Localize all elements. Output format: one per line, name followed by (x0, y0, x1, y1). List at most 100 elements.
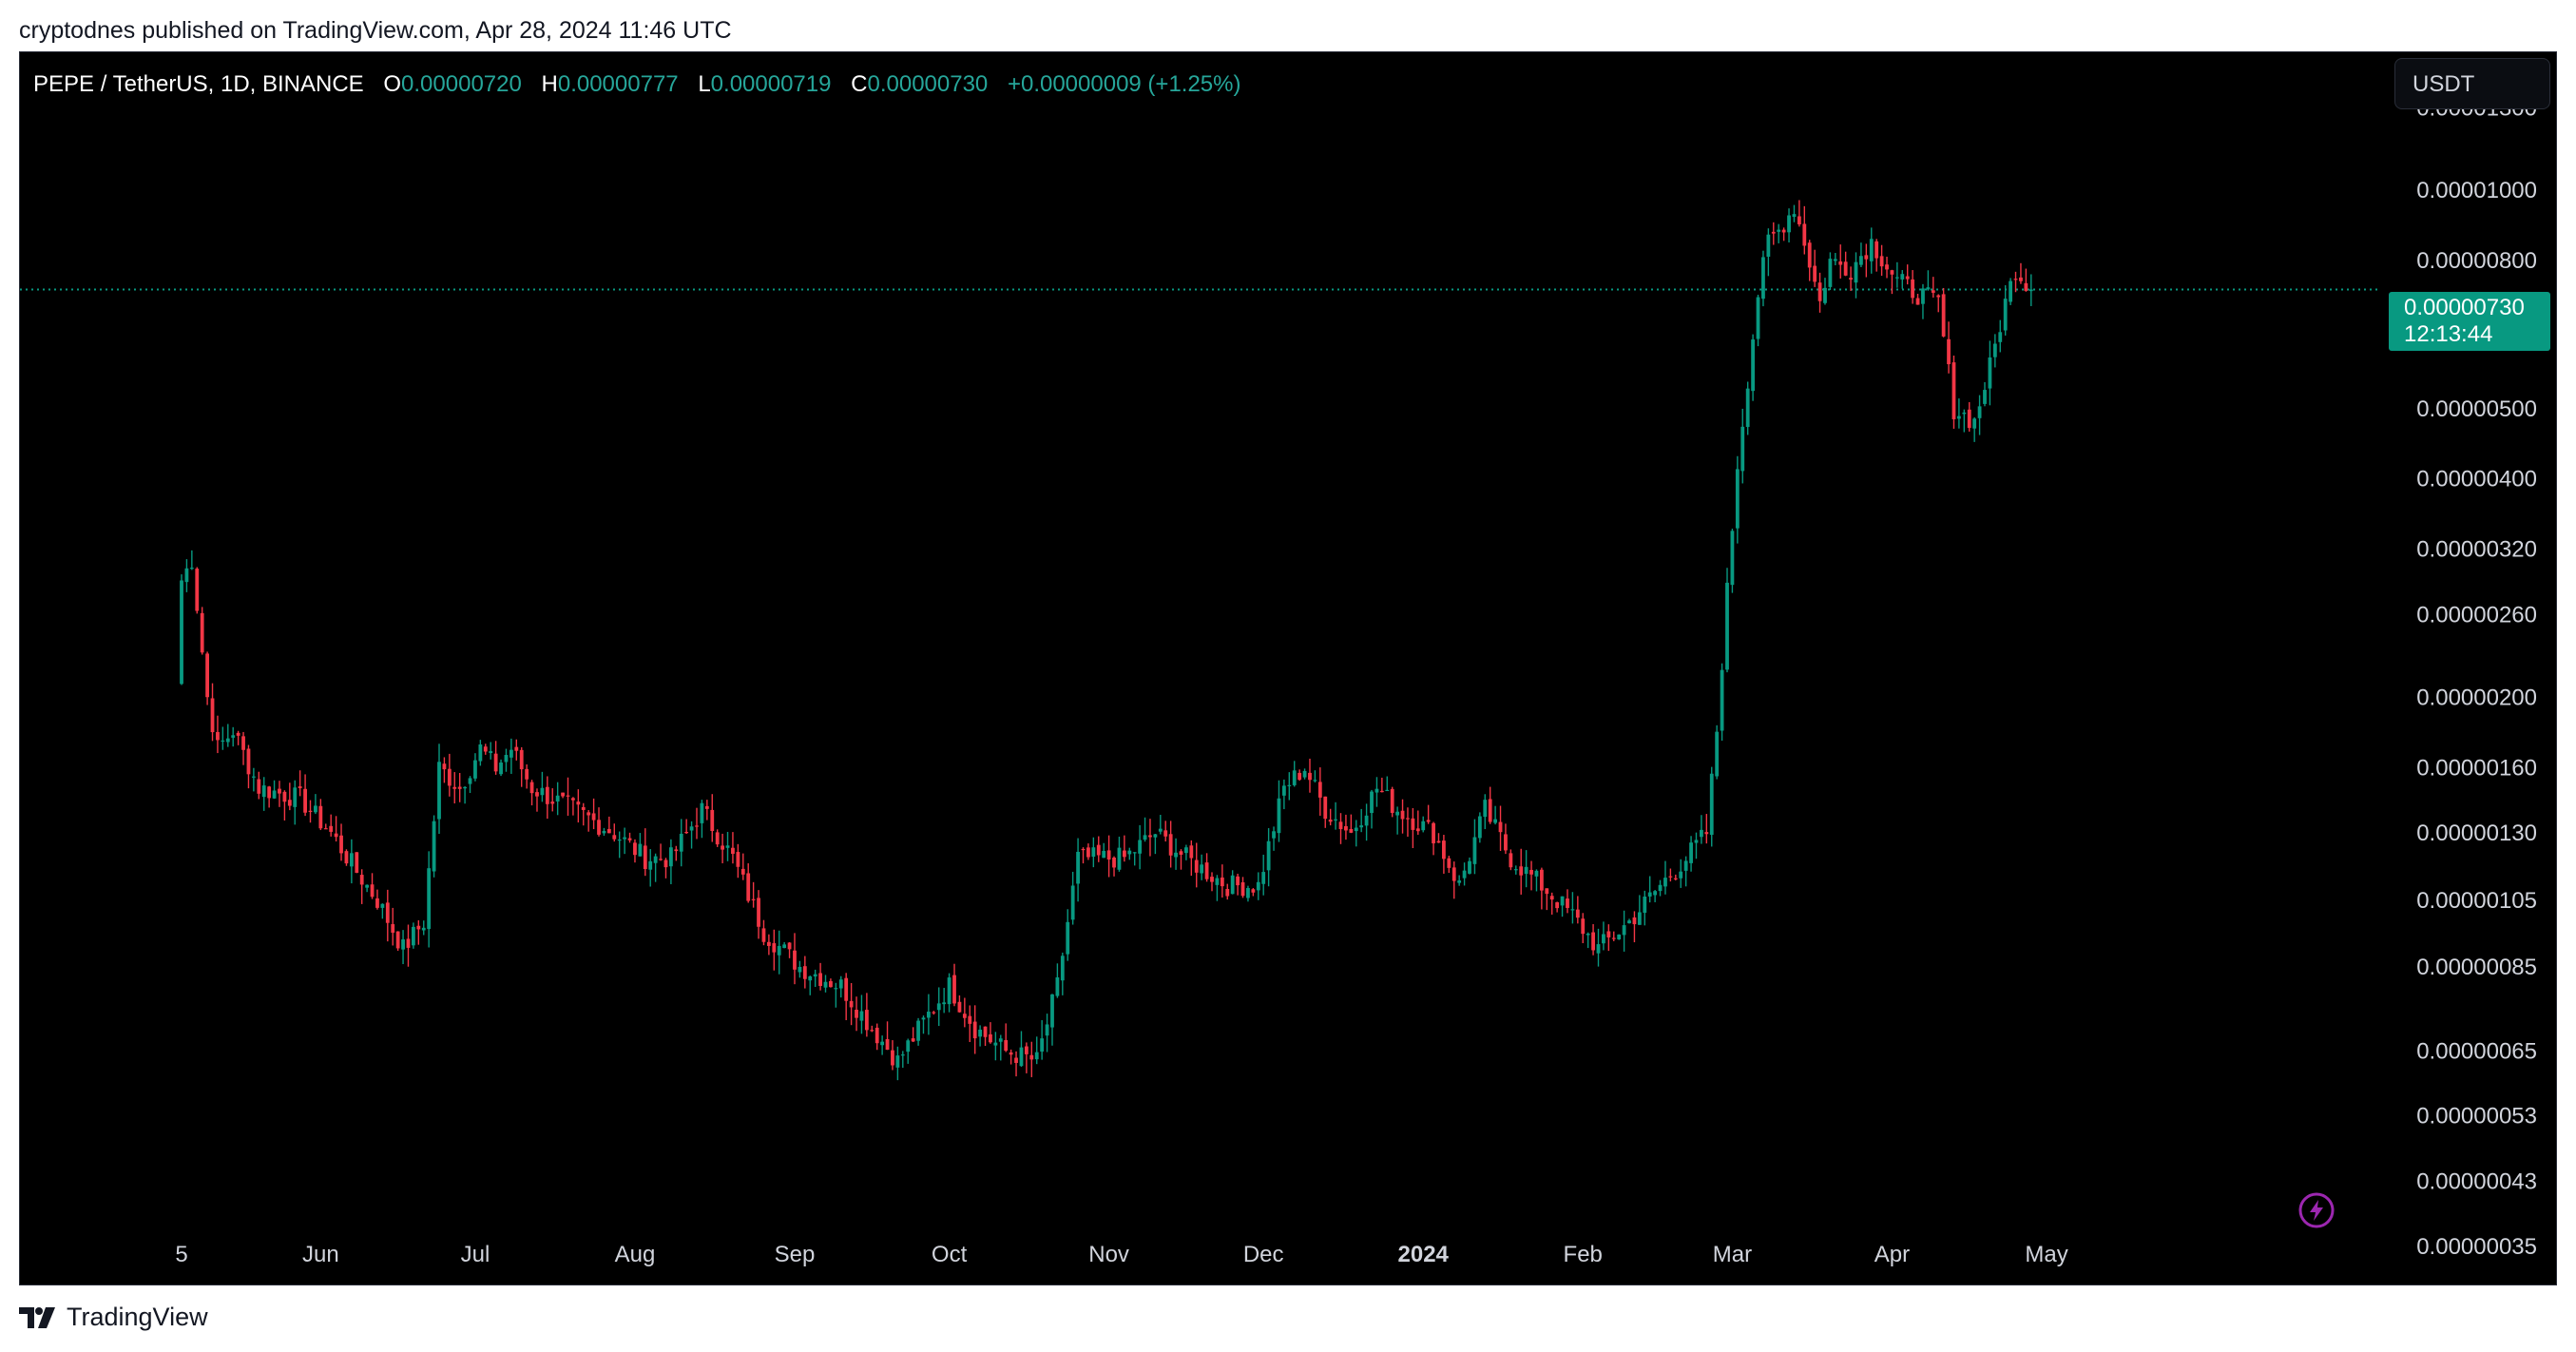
candle-body (1298, 772, 1302, 781)
candle-body (1591, 932, 1595, 951)
candle-body (1869, 239, 1874, 261)
candle-body (1122, 850, 1126, 858)
candle-body (746, 873, 751, 901)
candle-body (1112, 858, 1116, 868)
candle-body (442, 763, 447, 770)
candle-body (1813, 265, 1817, 282)
low-label: L (698, 71, 711, 97)
candle-body (736, 852, 740, 867)
candle-body (1493, 819, 1497, 823)
candle-body (1102, 850, 1106, 859)
candle-body (1400, 810, 1405, 820)
y-tick-label: 0.00000400 (2416, 467, 2537, 493)
candle-body (355, 852, 359, 873)
candle-body (1694, 840, 1699, 843)
candle-body (1900, 274, 1905, 280)
candle-body (1709, 773, 1714, 835)
candle-body (710, 809, 715, 832)
candlestick-chart[interactable]: 0.000013000.000010000.000008000.00000500… (20, 52, 2556, 1284)
candle-body (586, 812, 591, 816)
candle-body (1545, 888, 1549, 895)
candle-body (782, 944, 787, 949)
candle-body (1029, 1054, 1034, 1060)
candle-body (545, 786, 549, 804)
candle-body (339, 835, 343, 854)
candle-body (942, 1002, 947, 1005)
candle-body (231, 735, 236, 738)
candle-body (1132, 852, 1137, 854)
x-tick-label: Oct (932, 1242, 968, 1267)
candle-body (1854, 261, 1858, 283)
candle-body (365, 884, 370, 888)
candle-body (1823, 287, 1827, 303)
y-tick-label: 0.00000160 (2416, 755, 2537, 781)
chart-frame[interactable]: 0.000013000.000010000.000008000.00000500… (19, 51, 2557, 1285)
candle-body (704, 805, 709, 809)
candle-body (798, 966, 802, 973)
candle-body (1338, 821, 1343, 830)
candle-body (529, 782, 534, 794)
candle-body (1189, 845, 1194, 859)
currency-unit-button[interactable]: USDT (2394, 58, 2550, 109)
close-label: C (851, 71, 868, 97)
candle-body (962, 1014, 967, 1018)
candle-body (1127, 850, 1132, 855)
candle-body (1086, 847, 1090, 858)
candle-body (1302, 770, 1307, 778)
candle-body (838, 979, 843, 989)
candle-body (829, 980, 833, 988)
candle-body (1354, 827, 1358, 832)
candle-body (278, 788, 281, 794)
candle-body (1555, 902, 1560, 909)
candle-body (1807, 242, 1812, 268)
lightning-icon[interactable] (2297, 1191, 2336, 1229)
candle-body (1194, 859, 1199, 873)
candle-body (416, 925, 421, 930)
x-tick-label: Apr (1874, 1242, 1910, 1267)
candle-body (1344, 825, 1348, 831)
candle-body (1575, 909, 1580, 918)
candle-body (1447, 858, 1451, 868)
candle-body (1375, 788, 1379, 793)
candle-body (813, 974, 817, 977)
candle-body (457, 786, 462, 789)
candle-body (1756, 297, 1760, 339)
candle-body (1200, 864, 1204, 874)
candle-body (1240, 881, 1245, 897)
candle-body (612, 835, 617, 840)
candle-body (1581, 918, 1586, 935)
y-tick-label: 0.00000065 (2416, 1039, 2537, 1065)
x-tick-label: Nov (1088, 1242, 1129, 1267)
candle-body (1313, 780, 1317, 782)
candle-body (1220, 877, 1224, 887)
candle-body (1905, 276, 1910, 280)
candle-body (891, 1050, 894, 1066)
candle-body (535, 792, 539, 797)
candle-body (1411, 818, 1415, 830)
candle-body (267, 786, 272, 799)
candle-body (947, 977, 952, 1005)
candle-body (1066, 921, 1070, 955)
candle-body (540, 787, 545, 796)
candle-body (684, 831, 689, 834)
candle-body (1992, 343, 1997, 357)
candle-body (257, 779, 261, 794)
candle-body (1277, 798, 1281, 834)
candle-body (1272, 831, 1276, 839)
candle-body (1261, 872, 1266, 884)
symbol-label[interactable]: PEPE / TetherUS, 1D, BINANCE (33, 71, 364, 97)
candle-body (1451, 867, 1456, 881)
candle-body (1349, 829, 1354, 833)
candle-body (1653, 891, 1658, 896)
candle-body (1632, 917, 1637, 925)
candle-body (1184, 847, 1188, 854)
candle-body (808, 975, 813, 981)
candle-body (509, 749, 513, 758)
y-tick-label: 0.00000800 (2416, 248, 2537, 274)
footer-logo[interactable]: TradingView (19, 1303, 208, 1332)
candle-body (1426, 820, 1431, 822)
candle-body (895, 1055, 900, 1068)
candle-body (1287, 784, 1292, 786)
candle-body (489, 751, 493, 753)
candle-body (395, 931, 400, 949)
